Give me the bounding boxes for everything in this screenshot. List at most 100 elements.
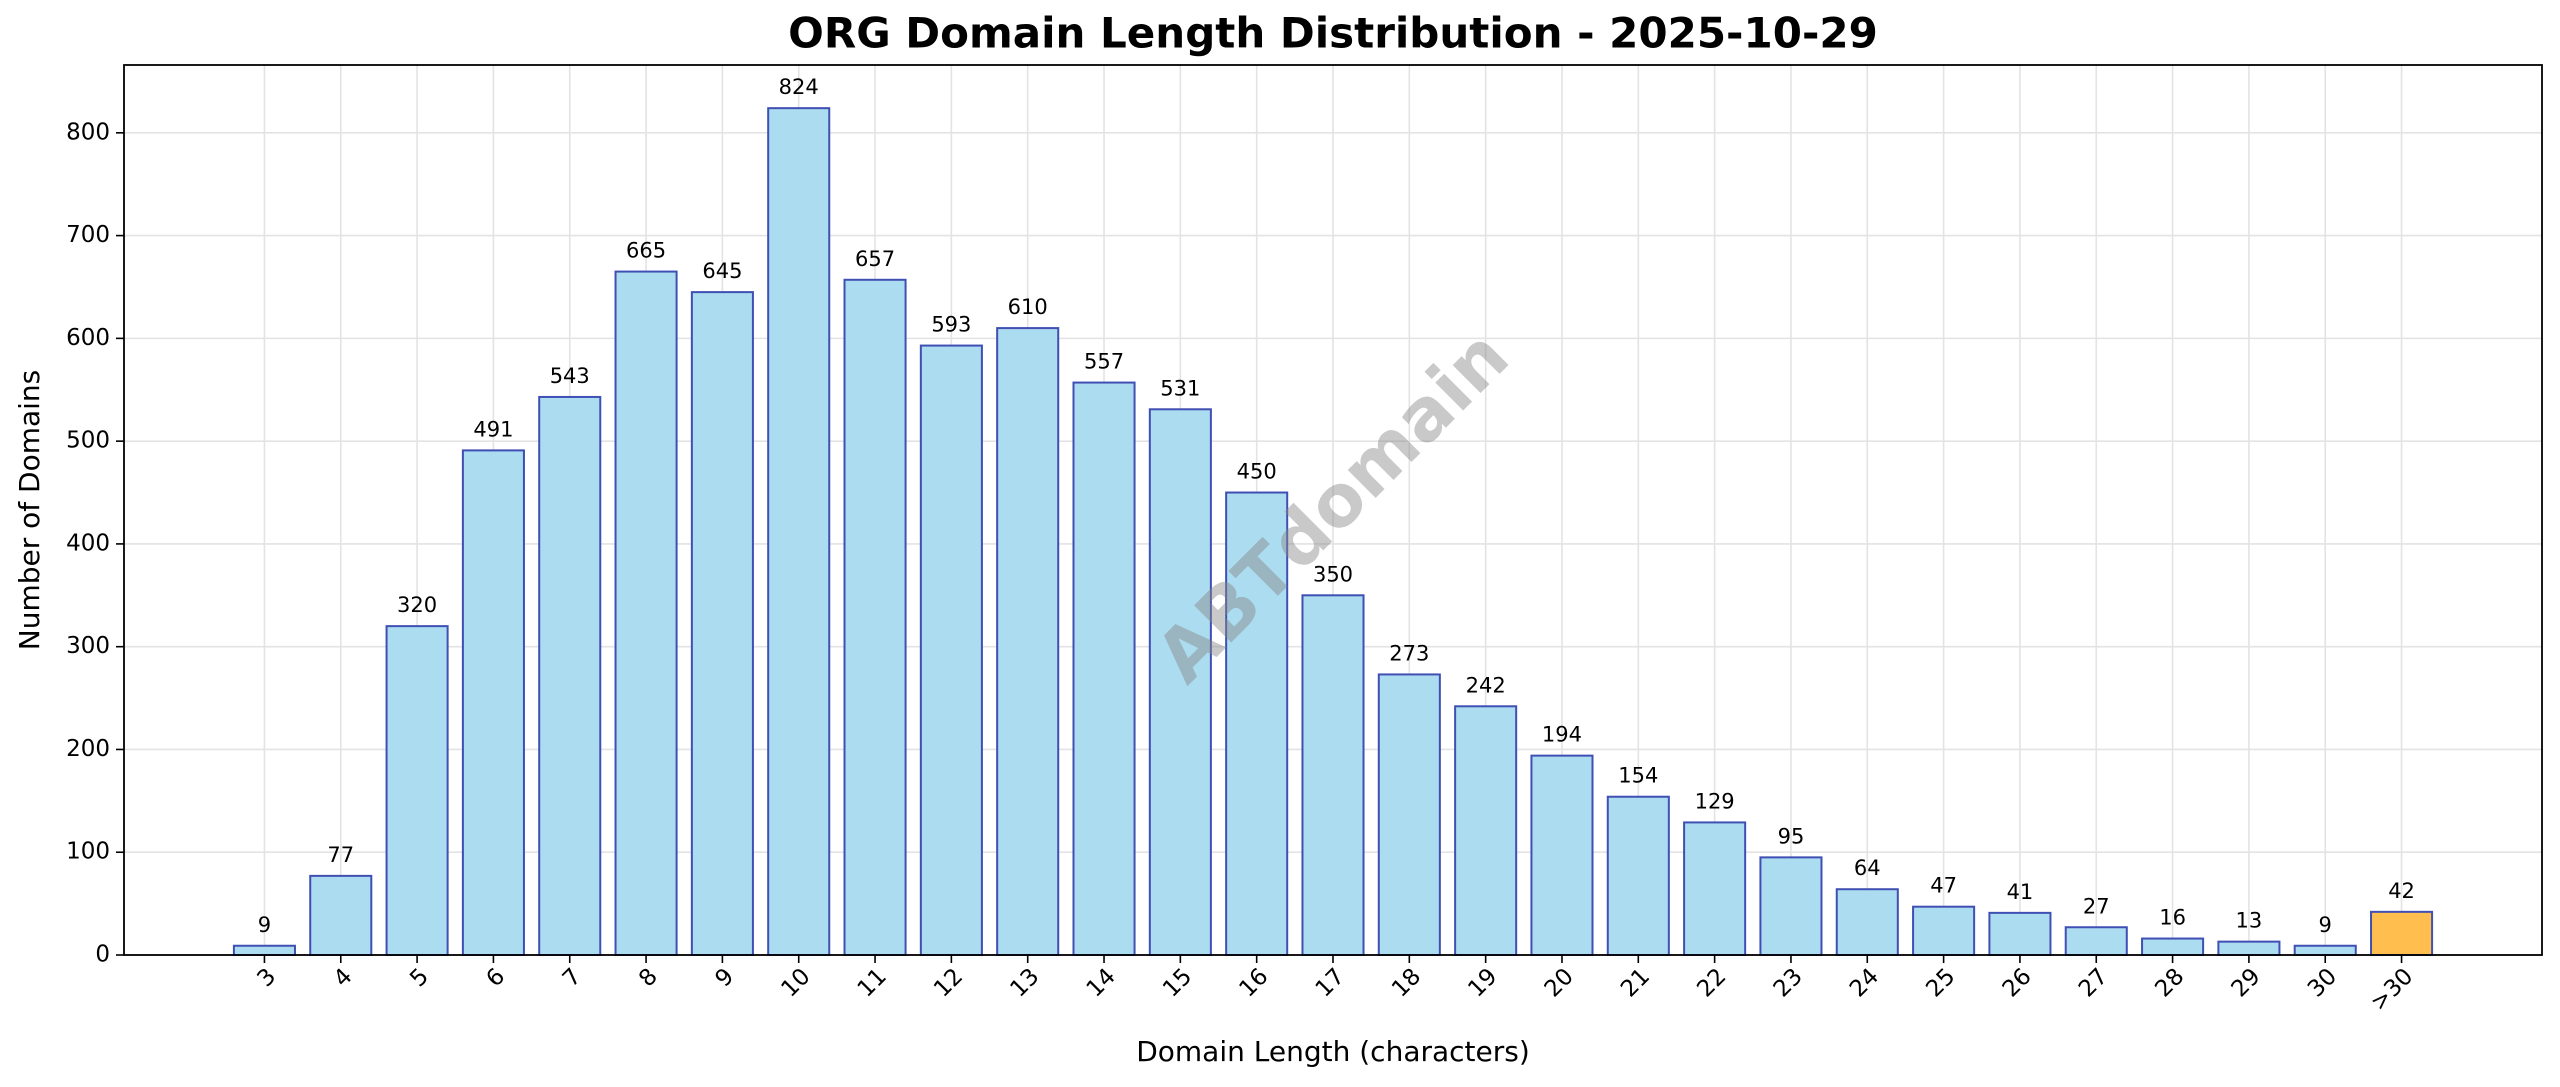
value-label: 350 <box>1313 562 1353 586</box>
bar <box>538 395 602 957</box>
bar <box>996 327 1060 957</box>
x-tick-label: 20 <box>1540 963 1579 1002</box>
bar <box>309 874 373 956</box>
value-label: 491 <box>473 417 513 441</box>
value-label: 27 <box>2083 894 2110 918</box>
x-tick-label: 12 <box>929 963 968 1002</box>
value-label: 273 <box>1389 641 1429 665</box>
value-label: 9 <box>258 913 271 937</box>
x-tick-label: 22 <box>1692 963 1731 1002</box>
y-tick-label: 300 <box>66 633 110 659</box>
bar <box>2141 937 2205 956</box>
value-label: 64 <box>1854 856 1881 880</box>
value-label: 645 <box>702 259 742 283</box>
x-tick-label: 8 <box>634 963 663 992</box>
value-label: 47 <box>1930 874 1957 898</box>
x-tick-label: 23 <box>1769 963 1808 1002</box>
value-label: 42 <box>2388 879 2415 903</box>
bar <box>385 625 449 956</box>
bar <box>2217 940 2281 956</box>
plot-frame <box>123 64 2543 956</box>
x-tick-label: >30 <box>2366 963 2419 1016</box>
value-label: 610 <box>1008 295 1048 319</box>
value-label: 16 <box>2159 906 2186 930</box>
bar <box>1759 856 1823 956</box>
x-tick-label: 25 <box>1921 963 1960 1002</box>
x-tick-label: 18 <box>1387 963 1426 1002</box>
x-tick-label: 28 <box>2150 963 2189 1002</box>
x-tick-label: 17 <box>1311 963 1350 1002</box>
bar <box>1606 795 1670 957</box>
value-label: 13 <box>2236 909 2263 933</box>
y-axis-label: Number of Domains <box>13 370 46 651</box>
x-tick-label: 19 <box>1463 963 1502 1002</box>
y-tick-label: 500 <box>66 428 110 454</box>
value-label: 41 <box>2007 880 2034 904</box>
bar <box>1454 705 1518 956</box>
value-label: 450 <box>1237 460 1277 484</box>
x-tick-label: 30 <box>2303 963 2342 1002</box>
value-label: 242 <box>1466 673 1506 697</box>
bar <box>1530 754 1594 956</box>
x-tick-label: 3 <box>253 963 282 992</box>
bar <box>690 291 754 957</box>
bar <box>1301 594 1365 956</box>
x-axis-label: Domain Length (characters) <box>1136 1035 1530 1068</box>
value-label: 531 <box>1160 376 1200 400</box>
x-tick-label: 10 <box>776 963 815 1002</box>
chart-title: ORG Domain Length Distribution - 2025-10… <box>788 9 1878 58</box>
x-tick-label: 26 <box>1998 963 2037 1002</box>
bar <box>1988 911 2052 957</box>
y-tick-label: 0 <box>95 942 110 968</box>
y-tick-label: 200 <box>66 736 110 762</box>
bar <box>2370 910 2434 956</box>
value-label: 154 <box>1618 764 1658 788</box>
value-label: 95 <box>1778 824 1805 848</box>
bar <box>1148 408 1212 956</box>
value-label: 9 <box>2319 913 2332 937</box>
bar <box>1377 673 1441 957</box>
bar <box>614 270 678 956</box>
value-label: 320 <box>397 593 437 617</box>
x-tick-label: 11 <box>853 963 892 1002</box>
value-label: 543 <box>550 364 590 388</box>
y-tick-label: 100 <box>66 839 110 865</box>
bar <box>1072 381 1136 956</box>
x-tick-label: 6 <box>482 963 511 992</box>
bar <box>1912 905 1976 956</box>
x-tick-label: 9 <box>710 963 739 992</box>
y-tick-label: 600 <box>66 325 110 351</box>
bar <box>2293 944 2357 956</box>
value-label: 77 <box>327 843 354 867</box>
x-tick-label: 16 <box>1234 963 1273 1002</box>
x-tick-label: 14 <box>1082 963 1121 1002</box>
value-label: 194 <box>1542 723 1582 747</box>
bar <box>1225 491 1289 956</box>
bar <box>843 278 907 956</box>
x-tick-label: 15 <box>1158 963 1197 1002</box>
value-label: 665 <box>626 239 666 263</box>
x-tick-label: 21 <box>1616 963 1655 1002</box>
x-tick-label: 4 <box>329 963 358 992</box>
x-tick-label: 29 <box>2227 963 2266 1002</box>
y-tick-label: 700 <box>66 222 110 248</box>
x-tick-label: 5 <box>405 963 434 992</box>
value-label: 824 <box>779 75 819 99</box>
value-label: 129 <box>1695 789 1735 813</box>
bar <box>232 944 296 956</box>
bar <box>767 107 831 956</box>
x-tick-label: 27 <box>2074 963 2113 1002</box>
y-tick-label: 400 <box>66 530 110 556</box>
value-label: 657 <box>855 247 895 271</box>
bar <box>2064 926 2128 956</box>
x-tick-label: 13 <box>1005 963 1044 1002</box>
bar <box>919 344 983 957</box>
y-tick-label: 800 <box>66 119 110 145</box>
value-label: 593 <box>931 313 971 337</box>
value-label: 557 <box>1084 350 1124 374</box>
x-tick-label: 24 <box>1845 963 1884 1002</box>
bar <box>1835 888 1899 956</box>
bar <box>461 449 525 956</box>
bar <box>1683 821 1747 956</box>
